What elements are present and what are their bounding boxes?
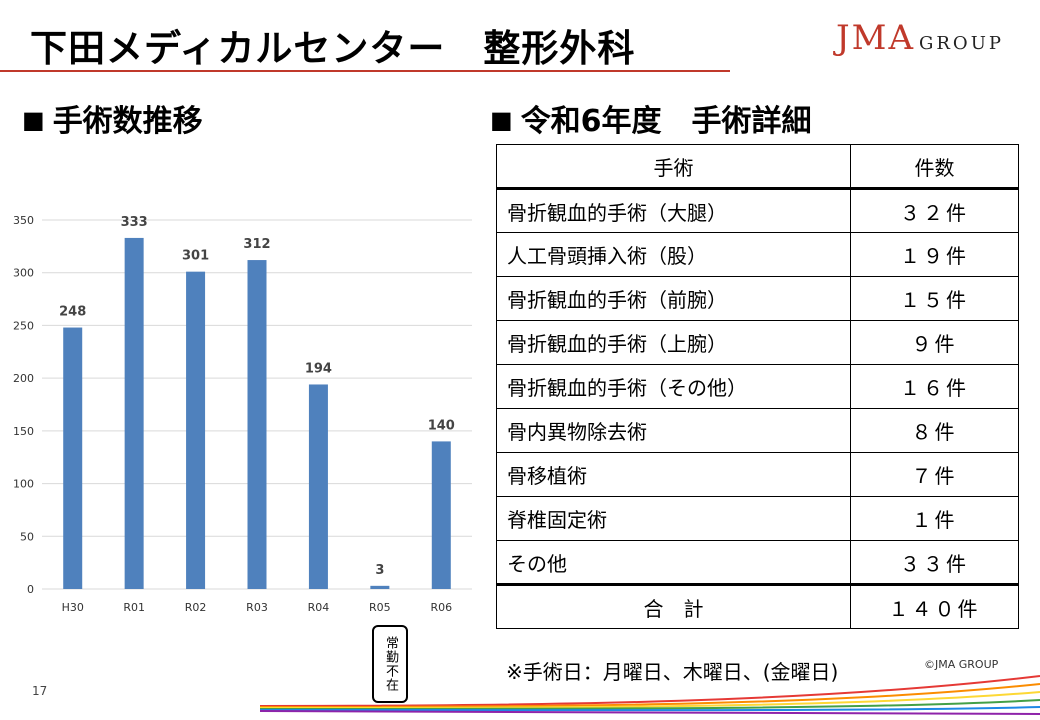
table-row: 骨折観血的手術（その他） １６件 <box>496 364 1019 409</box>
title-underline <box>0 70 730 72</box>
data-label: 333 <box>121 215 148 230</box>
y-tick-label: 350 <box>13 214 34 227</box>
chart-section-heading: ■ 手術数推移 <box>22 96 203 140</box>
y-tick-label: 100 <box>13 478 34 491</box>
x-tick-label: R03 <box>246 601 268 614</box>
surgery-name: 骨移植術 <box>496 452 851 497</box>
surgery-name: 骨折観血的手術（その他） <box>496 364 851 409</box>
x-tick-label: R02 <box>185 601 207 614</box>
copyright-text: ©JMA GROUP <box>924 658 999 671</box>
data-label: 248 <box>59 305 86 320</box>
x-tick-label: R01 <box>123 601 145 614</box>
surgery-name: 骨内異物除去術 <box>496 408 851 453</box>
data-label: 194 <box>305 361 332 376</box>
square-bullet-icon: ■ <box>490 106 513 134</box>
surgery-count: １５件 <box>850 276 1019 321</box>
y-tick-label: 0 <box>27 583 34 596</box>
data-label: 301 <box>182 249 209 264</box>
table-row: 人工骨頭挿入術（股） １９件 <box>496 232 1019 277</box>
bar <box>431 441 451 589</box>
x-tick-label: R04 <box>308 601 330 614</box>
surgery-count: ８件 <box>850 408 1019 453</box>
surgery-name: 骨折観血的手術（上腕） <box>496 320 851 365</box>
absent-label: 常勤不在 <box>383 636 398 692</box>
surgery-detail-table: 手術 件数 骨折観血的手術（大腿） ３２件 人工骨頭挿入術（股） １９件 骨折観血的… <box>496 144 1019 629</box>
page-number: 17 <box>32 684 48 698</box>
table-section-heading: ■ 令和6年度 手術詳細 <box>490 96 812 140</box>
surgery-count: ７件 <box>850 452 1019 497</box>
absent-annotation: 常勤不在 <box>372 625 408 703</box>
y-tick-label: 50 <box>20 530 34 543</box>
y-tick-label: 300 <box>13 267 34 280</box>
surgery-count: ９件 <box>850 320 1019 365</box>
square-bullet-icon: ■ <box>22 106 45 134</box>
page-title: 下田メディカルセンター 整形外科 <box>30 27 636 70</box>
y-tick-label: 250 <box>13 319 34 332</box>
bar <box>308 384 328 589</box>
table-header-row: 手術 件数 <box>496 144 1019 190</box>
x-tick-label: H30 <box>62 601 84 614</box>
x-tick-label: R06 <box>430 601 452 614</box>
table-heading-text: 令和6年度 手術詳細 <box>520 104 812 139</box>
table-row: 骨折観血的手術（上腕） ９件 <box>496 320 1019 365</box>
table-total-row: 合 計 １４０件 <box>496 583 1019 629</box>
logo-sub-text: GROUP <box>919 33 1004 54</box>
table-row: 骨移植術 ７件 <box>496 452 1019 497</box>
decorative-color-stripes <box>260 675 1040 715</box>
data-label: 312 <box>243 237 270 252</box>
surgery-name: 骨折観血的手術（大腿） <box>496 188 851 233</box>
bar <box>63 327 83 589</box>
surgery-name: 骨折観血的手術（前腕） <box>496 276 851 321</box>
surgery-count: １９件 <box>850 232 1019 277</box>
total-count: １４０件 <box>850 583 1019 629</box>
table-row: 骨折観血的手術（大腿） ３２件 <box>496 188 1019 233</box>
surgery-count: ３２件 <box>850 188 1019 233</box>
surgery-name: 人工骨頭挿入術（股） <box>496 232 851 277</box>
data-label: 140 <box>428 418 455 433</box>
surgery-count-chart: 0 50 100 150 200 250 300 350 248 H30 333 R01 301 R02 3… <box>13 214 472 614</box>
surgery-day-note: ※手術日：月曜日、木曜日、(金曜日) <box>506 660 839 684</box>
bar <box>186 271 206 589</box>
surgery-name: その他 <box>496 540 851 585</box>
y-tick-label: 150 <box>13 425 34 438</box>
table-row: 脊椎固定術 １件 <box>496 496 1019 541</box>
bar <box>370 585 390 589</box>
bar <box>247 260 267 589</box>
y-tick-label: 200 <box>13 372 34 385</box>
x-tick-label: R05 <box>369 601 391 614</box>
column-header-count: 件数 <box>850 144 1019 190</box>
table-row: 骨折観血的手術（前腕） １５件 <box>496 276 1019 321</box>
chart-heading-text: 手術数推移 <box>52 104 203 139</box>
table-row: 骨内異物除去術 ８件 <box>496 408 1019 453</box>
jma-group-logo: JMA GROUP <box>836 18 1004 58</box>
surgery-name: 脊椎固定術 <box>496 496 851 541</box>
logo-main-text: JMA <box>836 18 915 58</box>
surgery-count: ３３件 <box>850 540 1019 585</box>
column-header-surgery: 手術 <box>496 144 851 190</box>
total-label: 合 計 <box>496 583 851 629</box>
table-row: その他 ３３件 <box>496 540 1019 585</box>
bar <box>124 237 144 589</box>
surgery-count: １６件 <box>850 364 1019 409</box>
data-label: 3 <box>375 563 384 578</box>
surgery-count: １件 <box>850 496 1019 541</box>
